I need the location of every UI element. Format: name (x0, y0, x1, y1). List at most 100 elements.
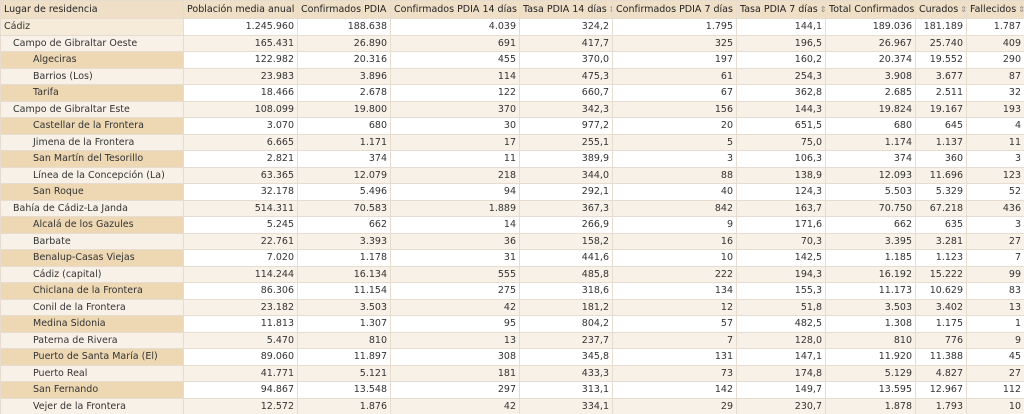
value-cell: 5.129 (825, 364, 916, 382)
value-cell: 30 (390, 117, 520, 135)
value-cell: 3.393 (297, 232, 391, 250)
value-cell: 325 (612, 34, 737, 52)
sort-icon[interactable]: ⇕ (960, 4, 967, 14)
table-row: Cádiz 1.245.960 188.638 4.039 324,2 1.795 144,… (0, 18, 1024, 36)
value-cell: 11.154 (297, 282, 391, 300)
value-cell: 1.245.960 (183, 18, 298, 36)
value-cell: 29 (612, 397, 737, 414)
value-cell: 181,2 (519, 298, 613, 316)
column-header[interactable]: Curados ⇕ (915, 0, 967, 19)
value-cell: 61 (612, 67, 737, 85)
value-cell: 4.827 (915, 364, 967, 382)
value-cell: 344,0 (519, 166, 613, 184)
value-cell: 12.093 (825, 166, 916, 184)
value-cell: 144,1 (736, 18, 826, 36)
place-cell: Campo de Gibraltar Este (0, 100, 184, 118)
table-row: Paterna de Rivera 5.470 810 13 237,7 7 128,0 81… (0, 331, 1024, 349)
column-header[interactable]: Confirmados PDIA 14 días ⇕ (390, 0, 520, 19)
value-cell: 318,6 (519, 282, 613, 300)
value-cell: 114 (390, 67, 520, 85)
value-cell: 433,3 (519, 364, 613, 382)
place-cell: Tarifa (0, 84, 184, 102)
value-cell: 360 (915, 150, 967, 168)
value-cell: 1.889 (390, 199, 520, 217)
place-cell: Bahía de Cádiz-La Janda (0, 199, 184, 217)
place-cell: San Roque (0, 183, 184, 201)
value-cell: 2.511 (915, 84, 967, 102)
value-cell: 196,5 (736, 34, 826, 52)
sort-icon[interactable]: ⇕ (820, 2, 825, 18)
value-cell: 18.466 (183, 84, 298, 102)
header-label: Fallecidos (970, 3, 1017, 15)
value-cell: 22.761 (183, 232, 298, 250)
sort-icon[interactable]: ⇕ (1018, 2, 1023, 18)
value-cell: 149,7 (736, 381, 826, 399)
place-cell: Conil de la Frontera (0, 298, 184, 316)
value-cell: 165.431 (183, 34, 298, 52)
value-cell: 131 (612, 348, 737, 366)
table-row: Chiclana de la Frontera 86.306 11.154 275 31… (0, 282, 1024, 300)
sort-icon[interactable]: ⇕ (296, 2, 297, 18)
column-header[interactable]: Tasa PDIA 7 días⇕ (736, 0, 826, 19)
value-cell: 5.470 (183, 331, 298, 349)
value-cell: 3.070 (183, 117, 298, 135)
value-cell: 842 (612, 199, 737, 217)
value-cell: 31 (390, 249, 520, 267)
value-cell: 160,2 (736, 51, 826, 69)
value-cell: 122 (390, 84, 520, 102)
value-cell: 197 (612, 51, 737, 69)
sort-icon[interactable]: ⇕ (735, 2, 736, 18)
table-row: Puerto Real 41.771 5.121 181 433,3 73 174,8 5.1… (0, 364, 1024, 382)
value-cell: 1.178 (297, 249, 391, 267)
value-cell: 73 (612, 364, 737, 382)
sort-icon[interactable]: ⇕ (609, 2, 612, 18)
column-header[interactable]: Confirmados PDIA 7 días⇕ (612, 0, 737, 19)
value-cell: 163,7 (736, 199, 826, 217)
column-header[interactable]: Total Confirmados⇕ (825, 0, 916, 19)
value-cell: 514.311 (183, 199, 298, 217)
value-cell: 70,3 (736, 232, 826, 250)
column-header[interactable]: Población media anual⇕ (183, 0, 298, 19)
value-cell: 16.192 (825, 265, 916, 283)
place-cell: Medina Sidonia (0, 315, 184, 333)
sort-icon[interactable]: ⇕ (388, 2, 389, 18)
value-cell: 174,8 (736, 364, 826, 382)
value-cell: 181 (390, 364, 520, 382)
value-cell: 313,1 (519, 381, 613, 399)
value-cell: 158,2 (519, 232, 613, 250)
value-cell: 40 (612, 183, 737, 201)
value-cell: 112 (966, 381, 1024, 399)
value-cell: 1.171 (297, 133, 391, 151)
value-cell: 2.821 (183, 150, 298, 168)
value-cell: 254,3 (736, 67, 826, 85)
header-label: Curados (919, 3, 959, 15)
column-header[interactable]: Tasa PDIA 14 días⇕ (519, 0, 613, 19)
value-cell: 32 (966, 84, 1024, 102)
header-label: Tasa PDIA 14 días (523, 3, 607, 15)
value-cell: 5.245 (183, 216, 298, 234)
value-cell: 99 (966, 265, 1024, 283)
value-cell: 16 (612, 232, 737, 250)
value-cell: 67.218 (915, 199, 967, 217)
place-cell: Puerto Real (0, 364, 184, 382)
place-cell: Cádiz (capital) (0, 265, 184, 283)
column-header[interactable]: Confirmados PDIA⇕ (297, 0, 391, 19)
value-cell: 370,0 (519, 51, 613, 69)
value-cell: 45 (966, 348, 1024, 366)
value-cell: 108.099 (183, 100, 298, 118)
table-row: Alcalá de los Gazules 5.245 662 14 266,9 9 171… (0, 216, 1024, 234)
value-cell: 20.316 (297, 51, 391, 69)
value-cell: 11.897 (297, 348, 391, 366)
value-cell: 5.329 (915, 183, 967, 201)
value-cell: 290 (966, 51, 1024, 69)
place-cell: Puerto de Santa María (El) (0, 348, 184, 366)
value-cell: 804,2 (519, 315, 613, 333)
table-row: San Martín del Tesorillo 2.821 374 11 389,9 3… (0, 150, 1024, 168)
value-cell: 1.787 (966, 18, 1024, 36)
value-cell: 17 (390, 133, 520, 151)
column-header[interactable]: Lugar de residencia (0, 0, 184, 19)
table-row: Cádiz (capital) 114.244 16.134 555 485,8 222 1… (0, 265, 1024, 283)
value-cell: 485,8 (519, 265, 613, 283)
table-row: Campo de Gibraltar Oeste 165.431 26.890 691… (0, 34, 1024, 52)
column-header[interactable]: Fallecidos⇕ (966, 0, 1024, 19)
